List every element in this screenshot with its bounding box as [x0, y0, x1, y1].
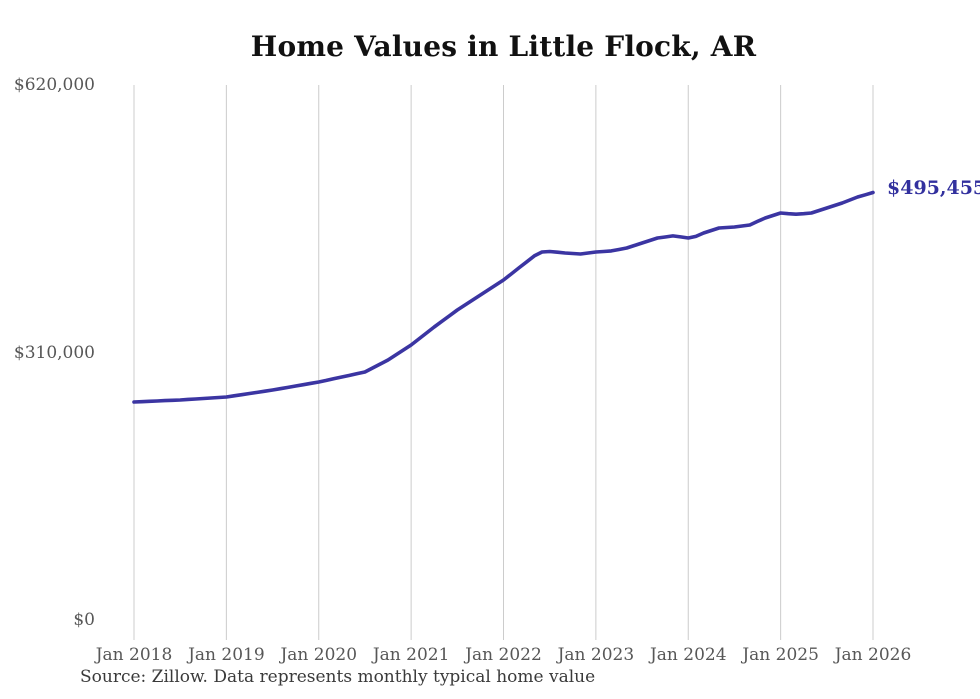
x-axis-tick-label: Jan 2020	[280, 645, 358, 665]
x-axis-tick-label: Jan 2022	[465, 645, 542, 665]
x-axis-tick-label: Jan 2026	[834, 645, 912, 665]
y-axis-tick-label: $0	[73, 610, 95, 630]
price-line	[132, 190, 875, 404]
chart-title: Home Values in Little Flock, AR	[250, 30, 757, 63]
x-axis-tick-label: Jan 2023	[557, 645, 635, 665]
x-axis-tick-label: Jan 2018	[95, 645, 173, 665]
y-axis-tick-label: $620,000	[13, 75, 95, 95]
latest-value-label: $495,455	[887, 177, 980, 200]
x-axis-tick-label: Jan 2024	[649, 645, 727, 665]
x-axis-tick-label: Jan 2021	[372, 645, 450, 665]
x-axis-tick-label: Jan 2019	[188, 645, 265, 665]
source-note: Source: Zillow. Data represents monthly …	[80, 667, 596, 687]
y-axis-tick-label: $310,000	[13, 342, 95, 363]
x-axis-tick-label: Jan 2025	[742, 645, 819, 665]
